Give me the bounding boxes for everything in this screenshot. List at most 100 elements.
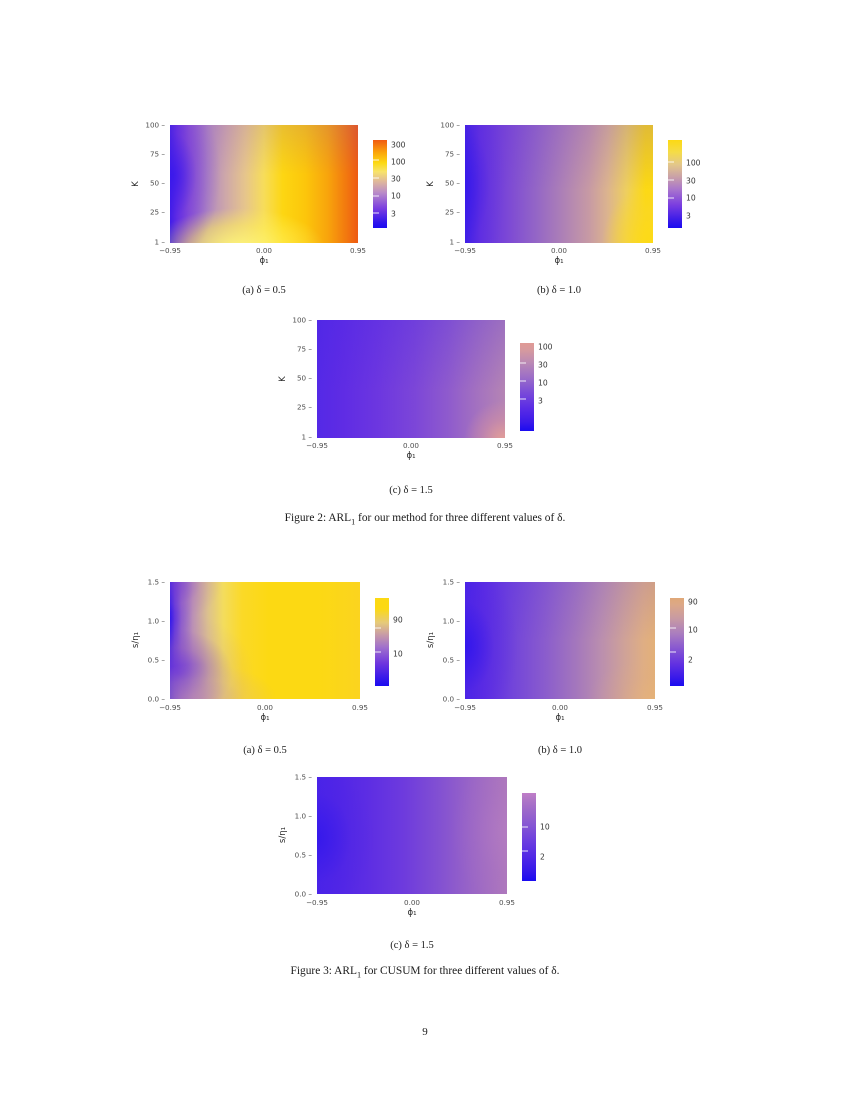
colorbar-tick-label: 10 <box>538 378 548 388</box>
ytick-label: 1.5 – <box>442 577 460 587</box>
fig2-panel-c: 100 – 75 – 50 – 25 – 1 – K −0.95 0.00 0.… <box>272 310 572 500</box>
ytick-label: 0.0 – <box>442 694 460 704</box>
subcaption: (a) δ = 0.5 <box>243 745 287 756</box>
xtick-label: 0.00 <box>255 246 273 255</box>
colorbar <box>375 598 389 686</box>
ytick-dash: – <box>306 315 312 325</box>
figure-2-caption: Figure 2: ARL1 for our method for three … <box>285 512 566 526</box>
figure-3: 1.5 – 1.0 – 0.5 – 0.0 – s/η₁ −0.95 0.00 … <box>0 560 850 1000</box>
x-axis-title: ϕ₁ <box>554 256 564 266</box>
colorbar-notch <box>375 627 381 629</box>
ytick-dash: – <box>454 120 460 130</box>
ytick-dash: – <box>306 811 312 821</box>
heatmap-bottom-warm-shade <box>465 582 655 699</box>
ytick-label: 1.5 – <box>294 772 312 782</box>
subcaption: (c) δ = 1.5 <box>389 485 433 496</box>
ytick-dash: – <box>159 694 165 704</box>
figure-3-caption-prefix: Figure 3: ARL <box>290 965 357 977</box>
ytick-dash: – <box>454 207 460 217</box>
ytick-label: 100 – <box>440 120 460 130</box>
colorbar-tick-label: 10 <box>393 649 403 659</box>
ytick-label: 75 – <box>296 344 312 354</box>
y-axis-title: s/η₁ <box>278 826 288 844</box>
figure-2-caption-prefix: Figure 2: ARL <box>284 512 352 524</box>
figure-2: 100 – 75 – 50 – 25 – 1 – K −0.95 0.00 0.… <box>131 120 701 527</box>
y-axis-title: K <box>278 376 288 382</box>
ytick-dash: – <box>159 616 165 626</box>
ytick-label: 100 – <box>292 315 312 325</box>
ytick-label: 0.0 – <box>147 694 165 704</box>
y-axis-title: s/η₁ <box>131 631 141 649</box>
colorbar-tick-label: 3 <box>391 209 396 219</box>
fig3-panel-b: 1.5 – 1.0 – 0.5 – 0.0 – s/η₁ −0.95 0.00 … <box>420 570 720 760</box>
colorbar-notch <box>670 627 676 629</box>
figure-3-caption-suffix: for CUSUM for three different values of … <box>361 965 560 977</box>
xtick-label: 0.95 <box>646 703 664 712</box>
colorbar-tick-label: 10 <box>688 625 698 635</box>
colorbar-notch <box>668 161 674 163</box>
figure-2-caption-sub: 1 <box>351 517 356 527</box>
colorbar-tick-label: 90 <box>688 597 698 607</box>
colorbar-tick-label: 30 <box>686 176 696 186</box>
heatmap-plot-area <box>170 125 358 243</box>
xtick-label: 0.95 <box>498 898 516 907</box>
ytick-dash: – <box>159 178 165 188</box>
colorbar-notch <box>522 826 528 828</box>
ytick-dash: – <box>306 402 312 412</box>
colorbar-tick-label: 10 <box>391 191 401 201</box>
ytick-dash: – <box>159 120 165 130</box>
heatmap-plot-area <box>465 125 653 243</box>
ytick-dash: – <box>306 373 312 383</box>
ytick-dash: – <box>159 237 165 247</box>
subcaption: (a) δ = 0.5 <box>242 285 286 296</box>
xtick-label: 0.95 <box>349 246 367 255</box>
ytick-label: 0.5 – <box>294 850 312 860</box>
ytick-label: 0.0 – <box>294 889 312 899</box>
heatmap-upper-left-shade <box>170 125 358 243</box>
ytick-dash: – <box>454 237 460 247</box>
colorbar-tick-label: 2 <box>688 655 693 665</box>
xtick-label: −0.95 <box>453 246 477 255</box>
ytick-label: 1.5 – <box>147 577 165 587</box>
colorbar-tick-label: 100 <box>538 342 553 352</box>
heatmap-plot-area <box>465 582 655 699</box>
heatmap-left-cool-wedge <box>465 125 653 243</box>
colorbar-tick-label: 30 <box>391 174 401 184</box>
ytick-label: 50 – <box>296 373 312 383</box>
xtick-label: −0.95 <box>158 703 182 712</box>
colorbar-notch <box>668 197 674 199</box>
colorbar-tick-label: 10 <box>686 193 696 203</box>
heatmap-bottom-right-hotspot <box>317 320 505 438</box>
ytick-label: 50 – <box>444 178 460 188</box>
ytick-dash: – <box>454 694 460 704</box>
ytick-label: 0.5 – <box>147 655 165 665</box>
colorbar-notch <box>520 398 526 400</box>
ytick-label: 75 – <box>444 149 460 159</box>
heatmap-plot-area <box>317 777 507 894</box>
heatmap-plot-area <box>170 582 360 699</box>
heatmap-left-cool-core <box>465 582 655 699</box>
ytick-dash: – <box>159 655 165 665</box>
colorbar-tick-label: 90 <box>393 615 403 625</box>
ytick-dash: – <box>454 577 460 587</box>
colorbar-notch <box>520 362 526 364</box>
ytick-label: 50 – <box>149 178 165 188</box>
colorbar <box>373 140 387 228</box>
xtick-label: 0.00 <box>550 246 568 255</box>
xtick-label: 0.00 <box>402 441 420 450</box>
x-axis-title: ϕ₁ <box>406 451 416 461</box>
xtick-label: −0.95 <box>305 441 329 450</box>
ytick-label: 25 – <box>444 207 460 217</box>
fig3-panel-c: 1.5 – 1.0 – 0.5 – 0.0 – s/η₁ −0.95 0.00 … <box>272 765 572 955</box>
colorbar-tick-label: 3 <box>686 211 691 221</box>
ytick-label: 100 – <box>145 120 165 130</box>
ytick-dash: – <box>306 850 312 860</box>
xtick-label: 0.00 <box>403 898 421 907</box>
ytick-label: 1 – <box>449 237 460 247</box>
x-axis-title: ϕ₁ <box>407 908 417 918</box>
ytick-label: 25 – <box>149 207 165 217</box>
ytick-dash: – <box>159 577 165 587</box>
xtick-label: 0.00 <box>256 703 274 712</box>
figure-3-caption: Figure 3: ARL1 for CUSUM for three diffe… <box>291 965 560 979</box>
